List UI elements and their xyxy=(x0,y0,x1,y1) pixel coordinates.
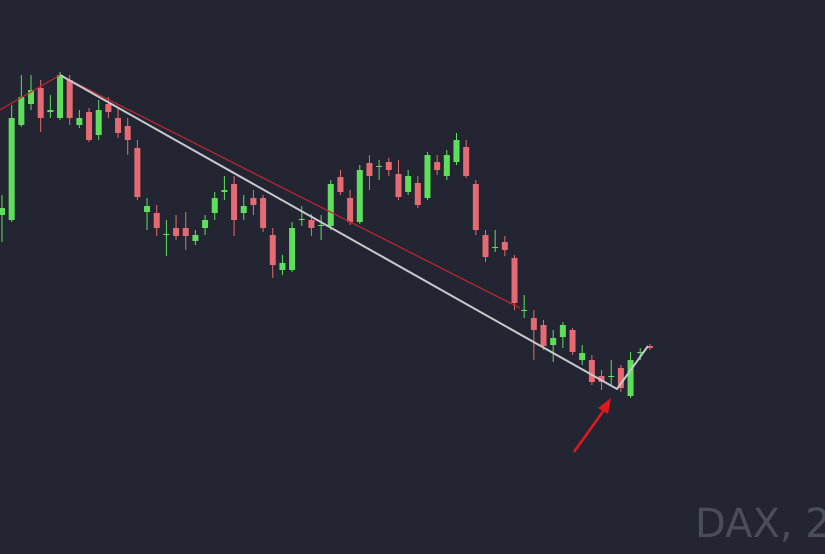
candle-body xyxy=(424,155,431,198)
arrow-head xyxy=(598,398,611,414)
candle-body xyxy=(443,155,450,176)
candle-body xyxy=(124,126,131,140)
candle-body xyxy=(115,118,122,133)
candle-body xyxy=(356,170,363,222)
candle-body xyxy=(86,112,93,140)
candle-body xyxy=(434,162,441,170)
candle-body xyxy=(298,219,305,220)
candle-body xyxy=(173,228,180,236)
candle-body xyxy=(646,346,653,348)
candle-body xyxy=(250,198,257,205)
candle-body xyxy=(511,258,518,303)
candle-body xyxy=(327,184,334,226)
candle-body xyxy=(453,140,460,162)
candle-body xyxy=(395,174,402,197)
candle-body xyxy=(501,242,508,250)
candle-body xyxy=(18,97,25,125)
trend-line-white xyxy=(59,74,649,391)
candle-body xyxy=(598,376,605,382)
candle-body xyxy=(95,110,102,135)
candle-body xyxy=(221,190,228,192)
candle-body xyxy=(211,198,218,213)
candle-body xyxy=(608,376,615,377)
candle-body xyxy=(588,360,595,382)
candle-body xyxy=(105,104,112,112)
candle-body xyxy=(308,220,315,228)
candle-body xyxy=(134,148,141,197)
candle-body xyxy=(0,208,5,215)
candle-body xyxy=(627,360,634,396)
candle-body xyxy=(559,325,566,337)
candle-body xyxy=(385,162,392,170)
candle-body xyxy=(550,338,557,345)
candle-body xyxy=(347,198,354,222)
candle-body xyxy=(579,353,586,360)
candle-body xyxy=(37,88,44,118)
candle-body xyxy=(405,176,412,192)
candle-body xyxy=(482,235,489,257)
candle-body xyxy=(269,235,276,265)
candle-body xyxy=(8,118,15,220)
candle-body xyxy=(637,352,644,353)
candle-body xyxy=(492,247,499,248)
candle-body xyxy=(318,225,325,226)
candle-body xyxy=(153,213,160,228)
candle-body xyxy=(279,263,286,270)
candle-body xyxy=(28,90,35,104)
candle-body xyxy=(182,228,189,236)
candle-body xyxy=(47,110,54,112)
candle-body xyxy=(569,330,576,352)
candle-body xyxy=(231,184,238,220)
candle-body xyxy=(76,118,83,125)
candle-body xyxy=(163,234,170,235)
candle-body xyxy=(260,198,267,228)
candle-body xyxy=(240,206,247,213)
candle-body xyxy=(192,235,199,241)
candle-body xyxy=(202,220,209,228)
watermark: DAX, 2 xyxy=(695,501,825,547)
candle-body xyxy=(144,206,151,212)
candle-body xyxy=(463,147,470,176)
candle-body xyxy=(521,310,528,311)
candle-body xyxy=(66,80,73,118)
candle-body xyxy=(530,318,537,330)
candle-body xyxy=(337,177,344,192)
arrow-shaft xyxy=(572,409,606,453)
candle-body xyxy=(617,368,624,388)
candles xyxy=(0,72,653,398)
candle-body xyxy=(376,166,383,167)
candle-body xyxy=(57,75,64,118)
candle-body xyxy=(540,325,547,346)
candle-body xyxy=(366,163,373,176)
candle-body xyxy=(472,184,479,230)
candle-body xyxy=(414,183,421,205)
candle-body xyxy=(289,228,296,270)
